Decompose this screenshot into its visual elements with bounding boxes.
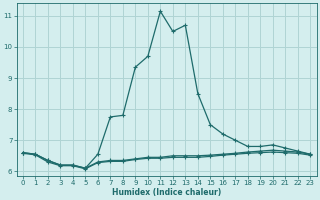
X-axis label: Humidex (Indice chaleur): Humidex (Indice chaleur) xyxy=(112,188,221,197)
